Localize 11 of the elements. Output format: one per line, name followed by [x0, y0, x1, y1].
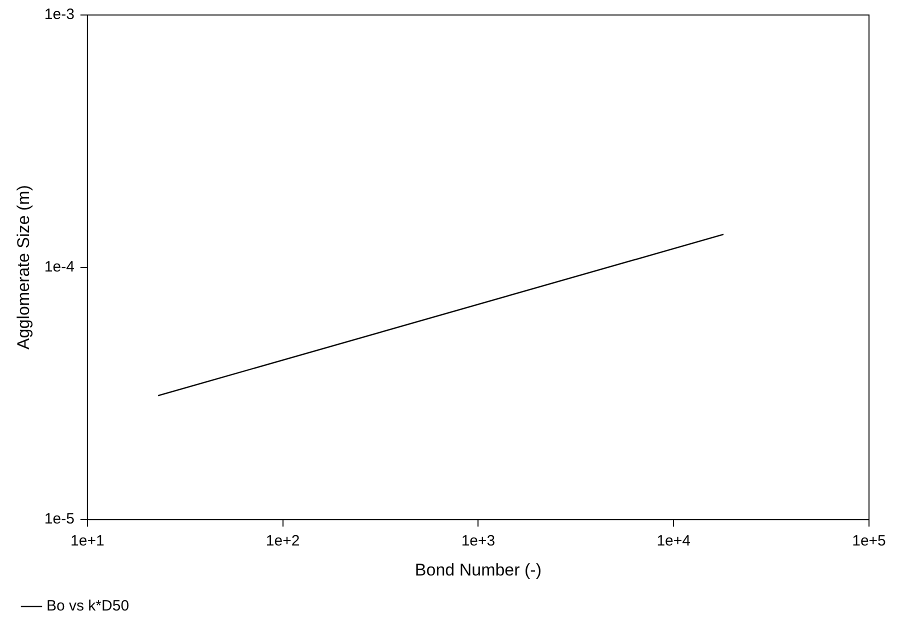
y-tick-label: 1e-5	[44, 510, 74, 528]
y-tick-label: 1e-3	[44, 6, 74, 24]
x-tick-label: 1e+4	[656, 532, 691, 550]
y-tick-label: 1e-4	[44, 258, 74, 276]
x-tick-label: 1e+5	[852, 532, 886, 550]
x-axis-title: Bond Number (-)	[414, 560, 542, 580]
legend-label: Bo vs k*D50	[46, 598, 130, 615]
x-tick-label: 1e+1	[70, 532, 104, 550]
x-tick-label: 1e+3	[461, 532, 496, 550]
y-axis-title: Agglomerate Size (m)	[14, 185, 33, 350]
x-tick-label: 1e+2	[266, 532, 300, 550]
